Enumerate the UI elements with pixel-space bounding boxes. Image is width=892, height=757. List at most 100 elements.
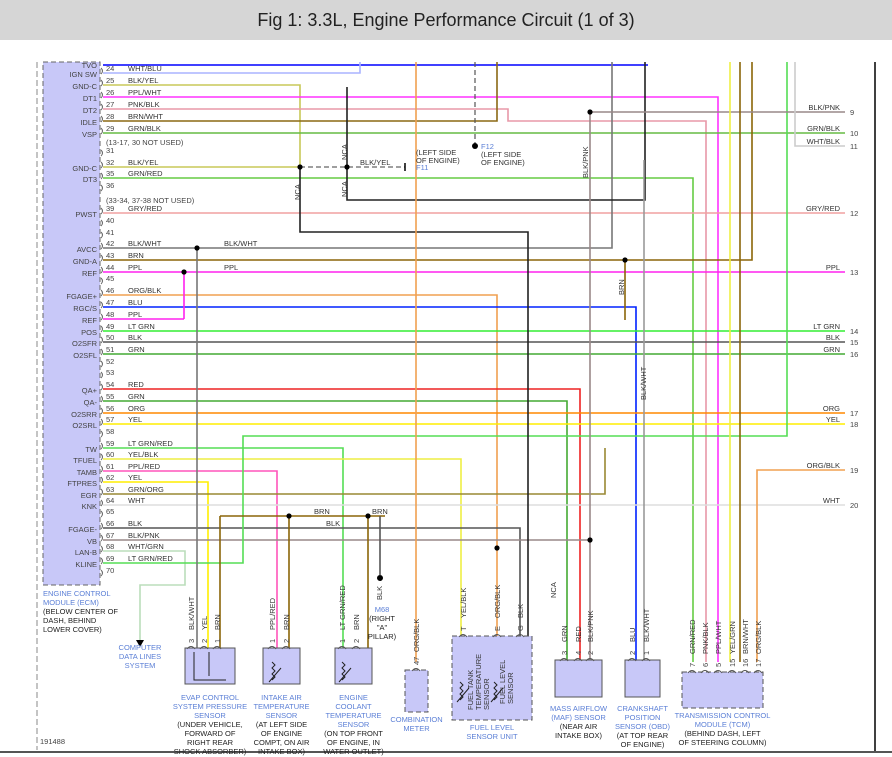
component-location: OF ENGINE) [621, 740, 665, 749]
ecm-pin-number: 48 [106, 310, 114, 319]
pin-terminal [100, 67, 103, 75]
wire-pin-26 [103, 96, 719, 662]
wire-pin-55 [103, 400, 568, 660]
component-wire-label: YEL/GRN [728, 621, 737, 654]
component-pin-number: 3 [187, 639, 196, 643]
wire-color-label: YEL [128, 473, 142, 482]
ecm-pin-name: GND-C [72, 82, 97, 91]
ecm-pin-number: 35 [106, 169, 114, 178]
component-name: EVAP CONTROL [181, 693, 239, 702]
pin-terminal [100, 348, 103, 356]
component-pin-number: 5 [714, 663, 723, 667]
component-location: SHOCK ABSORBER) [174, 747, 247, 756]
wire-color-label: YEL/BLK [128, 450, 158, 459]
component-wire-label: BLU [628, 627, 637, 642]
component-location: OF ENGINE, IN [327, 738, 380, 747]
wire-wht-blk-11 [794, 62, 845, 147]
component-evap [184, 647, 236, 685]
ecm-pin-name: TFUEL [73, 456, 97, 465]
ecm-pin-name: TAMB [77, 468, 97, 477]
label-blk-pnk: BLK/PNK [581, 146, 590, 178]
wire-pin-43 [103, 62, 753, 261]
component-pin-number: 4 [574, 651, 583, 655]
component-wire-label: BLK [516, 604, 525, 618]
pin-terminal [100, 453, 103, 461]
fuel-level-sensor-label: FUEL LEVEL [498, 660, 507, 704]
ecm-pin-name: QA- [84, 398, 98, 407]
component-name: COMBINATION [390, 715, 442, 724]
component-name: POSITION [625, 713, 661, 722]
arrow-down-icon [136, 640, 144, 647]
wire-nca-3 [299, 167, 529, 636]
ecm-pin-name: O2SFL [73, 351, 97, 360]
component-wire-label: BRN/WHT [741, 619, 750, 654]
ecm-pin-name: RGC/S [73, 304, 97, 313]
ecm-pin-name: TW [85, 445, 98, 454]
component-pin-number: 16 [741, 659, 750, 667]
pin-terminal [100, 172, 103, 180]
component-name: TEMPERATURE [325, 711, 381, 720]
component-pin-number: 1 [268, 639, 277, 643]
component-location: RIGHT REAR [187, 738, 234, 747]
ecm-pin-number: 45 [106, 274, 114, 283]
component-location: WATER OUTLET) [323, 747, 384, 756]
component-location: OF ENGINE [261, 729, 302, 738]
label-f11: F11 [416, 163, 428, 172]
ecm-pin-name: O2SRL [72, 421, 97, 430]
component-name: INTAKE AIR [261, 693, 302, 702]
ecm-pin-number: 29 [106, 124, 114, 133]
ecm-pin-number: 68 [106, 542, 114, 551]
ecm-name: MODULE (ECM) [43, 598, 99, 607]
connector-wire-label: WHT [823, 496, 840, 505]
component-location: (UNDER VEHICLE, [177, 720, 242, 729]
label-blk-yel: BLK/YEL [360, 158, 390, 167]
pin-terminal [100, 383, 103, 391]
component-name: COOLANT [335, 702, 372, 711]
pin-terminal [100, 360, 103, 368]
component-name: (MAF) SENSOR [551, 713, 606, 722]
component-location: FORWARD OF [185, 729, 236, 738]
ecm-pin-number: 52 [106, 357, 114, 366]
pin-terminal [100, 545, 103, 553]
ecm-pin-number: 44 [106, 263, 114, 272]
connector-number: 15 [850, 338, 858, 347]
wire-nca-2 [346, 62, 646, 201]
ecm-pin-number: 47 [106, 298, 114, 307]
ecm-pin-name: GND-A [73, 257, 97, 266]
ecm-pin-number: 31 [106, 146, 114, 155]
label-brn: BRN [372, 507, 388, 516]
pin-terminal [100, 277, 103, 285]
ecm-pin-number: 62 [106, 473, 114, 482]
pin-terminal [700, 670, 710, 674]
pin-terminal [492, 634, 502, 638]
component-fuel [451, 635, 533, 721]
component-name: MODULE (TCM) [695, 720, 751, 729]
connector-wire-label: WHT/BLK [807, 137, 840, 146]
ecm-pin-name: KNK [82, 502, 97, 511]
ecm-pin-number: 55 [106, 392, 114, 401]
label-m68-location: "A" [377, 623, 388, 632]
wire-color-label: PPL/WHT [128, 88, 162, 97]
wire-pin-25 [103, 84, 301, 167]
connector-wire-label: LT GRN [813, 322, 840, 331]
pin-terminal [100, 465, 103, 473]
pin-terminal [411, 668, 421, 672]
ecm-pin-number: 56 [106, 404, 114, 413]
wire-color-label: BLK/WHT [128, 239, 162, 248]
pin-terminal [727, 670, 737, 674]
connector-number: 18 [850, 420, 858, 429]
wire-pin-46 [103, 294, 498, 636]
wire-color-label: WHT [128, 496, 145, 505]
component-pin-number: G [516, 625, 525, 631]
component-pin-number: 1 [213, 639, 222, 643]
ecm-pin-name: VB [87, 537, 97, 546]
connector-number: 20 [850, 501, 858, 510]
pin-terminal [100, 395, 103, 403]
connector-wire-label: YEL [826, 415, 840, 424]
ecm-pin-name: IGN SW [70, 70, 98, 79]
pin-terminal [351, 646, 361, 650]
component-wire-label: GRN/RED [688, 619, 697, 654]
wire-color-label: GRN [128, 392, 145, 401]
component-pin-number: 17 [754, 659, 763, 667]
ecm-pin-number: 60 [106, 450, 114, 459]
